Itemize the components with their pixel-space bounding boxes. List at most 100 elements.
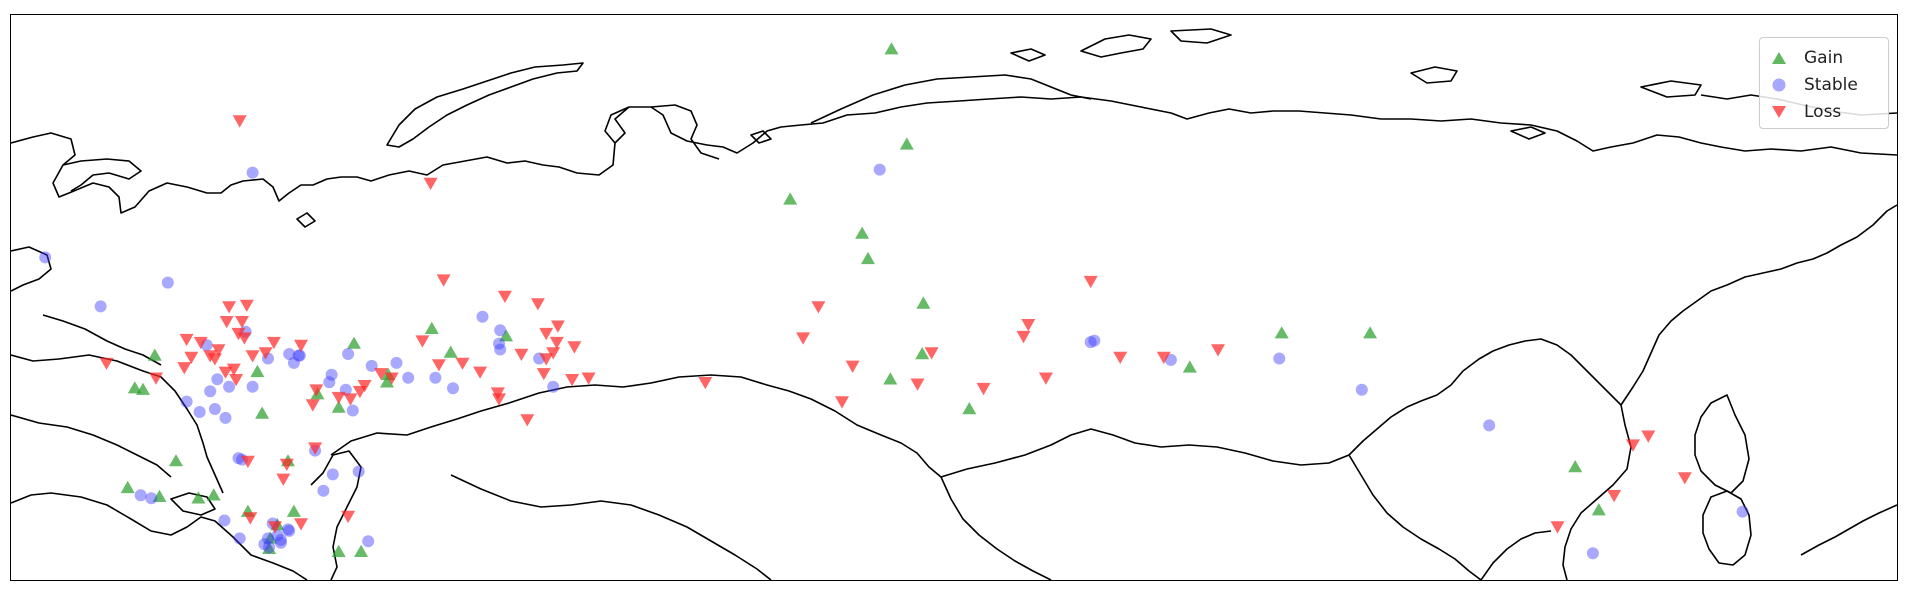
gain-marker-18 (286, 504, 301, 517)
loss-marker-14 (245, 350, 260, 363)
stable-marker-47 (283, 524, 296, 537)
gain-triangle-icon (1772, 51, 1786, 64)
loss-marker-26 (331, 391, 346, 405)
loss-marker-38 (520, 414, 535, 427)
loss-marker-11 (218, 366, 233, 379)
coastline-layer (11, 28, 1897, 580)
stable-circle-icon (1772, 78, 1786, 91)
border-manchuria (1348, 454, 1482, 580)
stable-marker-59 (1273, 352, 1286, 365)
loss-marker-77 (1626, 439, 1640, 452)
stable-marker-10 (342, 348, 355, 360)
loss-marker-15 (258, 347, 273, 360)
stable-marker-57 (1088, 334, 1101, 347)
loss-marker-22 (239, 299, 254, 312)
loss-marker-70 (811, 301, 826, 314)
stable-marker-9 (323, 376, 336, 389)
gain-marker-11 (443, 345, 458, 358)
border-china-north (1436, 338, 1622, 406)
stable-marker-13 (325, 368, 338, 381)
gain-marker-34 (915, 347, 930, 360)
gain-marker-26 (783, 192, 798, 205)
loss-marker-49 (514, 348, 529, 361)
loss-marker-37 (492, 393, 506, 406)
loss-marker-71 (1083, 275, 1098, 289)
loss-marker-39 (536, 368, 551, 381)
loss-marker-25 (305, 399, 320, 412)
stable-marker-39 (232, 452, 245, 465)
stable-marker-30 (493, 337, 505, 350)
stable-marker-32 (547, 380, 560, 393)
loss-marker-43 (550, 320, 565, 333)
legend-label-stable: Stable (1804, 74, 1858, 95)
gain-marker-3 (147, 348, 162, 361)
gain-marker-14 (380, 375, 394, 388)
stable-marker-17 (211, 373, 224, 386)
loss-marker-34 (455, 357, 470, 370)
stable-marker-51 (233, 532, 246, 545)
loss-marker-54 (308, 442, 323, 455)
loss-marker-2 (99, 357, 114, 370)
stable-marker-21 (219, 411, 232, 424)
stable-marker-61 (1483, 419, 1496, 432)
loss-marker-32 (415, 335, 430, 348)
gain-marker-37 (1363, 326, 1378, 339)
gain-marker-16 (152, 489, 167, 502)
loss-marker-23 (294, 339, 308, 353)
loss-marker-52 (240, 455, 255, 469)
stable-marker-20 (180, 395, 193, 408)
gain-marker-32 (962, 402, 977, 415)
stable-marker-1 (39, 251, 52, 264)
stable-marker-56 (1084, 336, 1097, 349)
gain-marker-12 (499, 329, 514, 342)
stable-marker-26 (429, 371, 442, 384)
coastline-new-siberian (1410, 66, 1458, 84)
border-west (11, 354, 224, 494)
loss-marker-3 (149, 372, 163, 385)
loss-marker-45 (567, 341, 582, 354)
stable-marker-35 (352, 465, 365, 478)
stable-marker-0 (246, 166, 259, 179)
stable-marker-15 (293, 349, 306, 362)
stable-marker-62 (1586, 547, 1599, 560)
stable-marker-49 (274, 536, 287, 549)
coastline-kamchatka (1694, 394, 1750, 494)
coastline-wrangel (1640, 80, 1702, 98)
loss-marker-65 (976, 382, 991, 396)
loss-marker-6 (193, 336, 208, 350)
stable-marker-43 (262, 532, 274, 545)
coastline-sakhalin (1702, 490, 1752, 566)
stable-marker-3 (161, 276, 174, 289)
loss-marker-55 (243, 512, 258, 525)
gain-marker-24 (331, 544, 346, 557)
legend-label-gain: Gain (1804, 47, 1844, 68)
loss-marker-29 (357, 380, 372, 393)
loss-marker-42 (539, 327, 554, 341)
stable-marker-37 (326, 468, 339, 481)
loss-marker-51 (436, 274, 451, 287)
coastline-kola (62, 158, 142, 192)
loss-marker-16 (266, 336, 281, 350)
gain-marker-8 (331, 400, 346, 413)
marker-layer (39, 42, 1749, 560)
stable-marker-24 (390, 356, 403, 369)
border-china-west (940, 476, 1052, 580)
stable-marker-29 (494, 324, 507, 337)
gain-marker-39 (1591, 503, 1606, 516)
loss-marker-48 (530, 298, 545, 311)
loss-marker-46 (565, 374, 580, 387)
legend-entry-stable: Stable (1768, 71, 1880, 98)
coastline-islands-east (1800, 504, 1897, 556)
loss-marker-72 (1113, 351, 1128, 364)
coastline-azov (170, 492, 216, 516)
stable-marker-52 (134, 489, 147, 502)
loss-marker-64 (924, 347, 939, 360)
loss-marker-20 (235, 316, 249, 329)
coastline-yamal (604, 104, 720, 160)
loss-marker-41 (546, 347, 561, 360)
loss-marker-69 (698, 377, 713, 390)
stable-marker-2 (94, 300, 107, 313)
stable-marker-36 (317, 484, 330, 497)
loss-marker-12 (226, 363, 241, 376)
gain-marker-30 (916, 296, 931, 309)
